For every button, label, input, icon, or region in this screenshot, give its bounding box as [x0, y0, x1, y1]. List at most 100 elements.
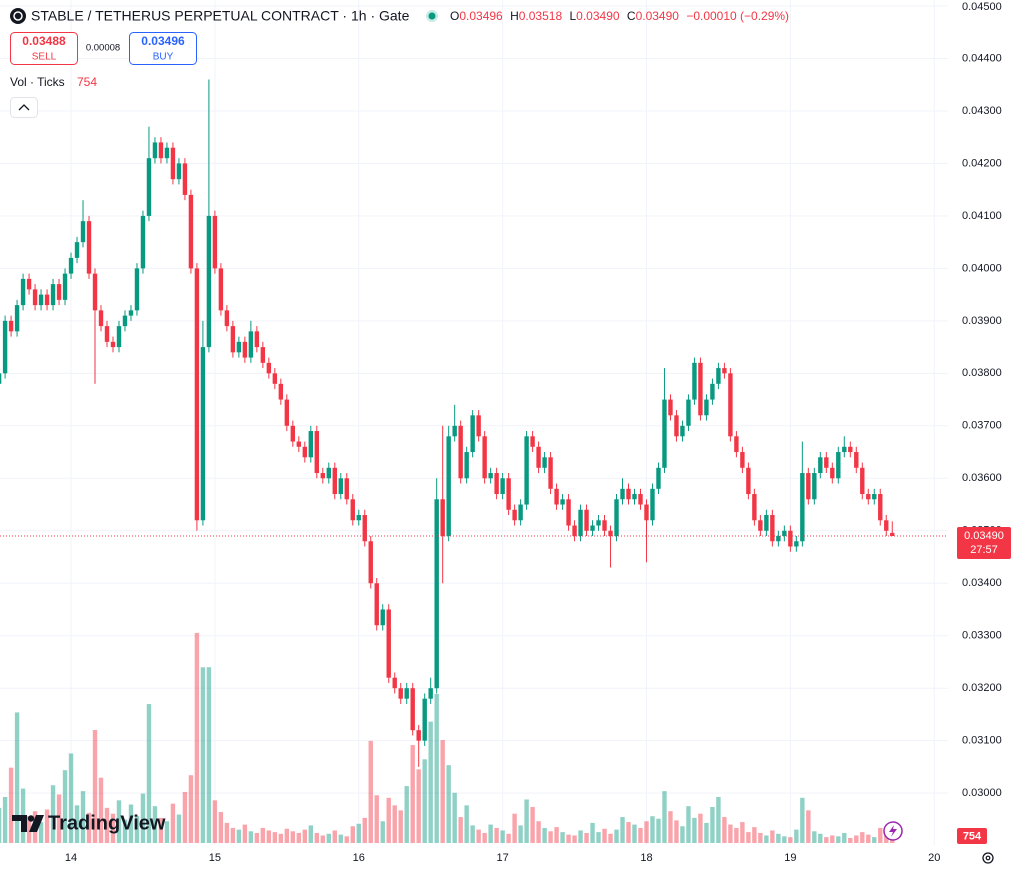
candle-body: [554, 488, 559, 505]
spread: 0.00008: [86, 43, 120, 54]
candle-body: [146, 158, 152, 216]
candle-body: [104, 326, 110, 342]
candle-body: [134, 268, 140, 311]
sell-button[interactable]: [10, 32, 78, 65]
candle-body: [170, 147, 176, 180]
y-tick-label: 0.04500: [962, 1, 1002, 13]
volume-bar: [824, 837, 829, 843]
candle-body: [230, 326, 236, 353]
x-tick-label: 17: [496, 852, 508, 864]
candle-body: [650, 488, 655, 521]
volume-bar: [284, 828, 290, 843]
candle-body: [362, 515, 367, 542]
x-tick-label: 15: [209, 852, 221, 864]
volume-bar: [344, 836, 349, 843]
candle-body: [248, 331, 254, 358]
volume-bar: [536, 821, 541, 843]
candle-body: [392, 677, 397, 689]
candle-body: [824, 457, 829, 468]
candle-body: [644, 504, 649, 521]
volume-bar: [488, 824, 493, 843]
y-tick-label: 0.03100: [962, 735, 1002, 747]
volume-bar: [62, 770, 68, 843]
candle-body: [836, 452, 841, 479]
volume-bar: [14, 712, 20, 843]
volume-bar: [596, 832, 601, 843]
candle-body: [728, 373, 733, 437]
ohlc-value: 0.03518: [519, 9, 563, 23]
candle-body: [50, 284, 56, 306]
volume-bar: [110, 813, 116, 843]
candle-body: [710, 383, 715, 400]
candle-body: [194, 268, 200, 521]
price-axis: 0.03000 0.03100 0.03200 0.03300 0.03400 0.035…: [65, 1, 1011, 864]
volume-bar: [314, 832, 319, 843]
candle-body: [0, 373, 2, 384]
volume-bar: [68, 753, 74, 843]
candle-body: [98, 310, 104, 327]
sell-label: SELL: [32, 52, 57, 63]
y-tick-label: 0.03000: [962, 787, 1002, 799]
volume-bar: [614, 829, 619, 843]
y-tick-label: 0.03200: [962, 682, 1002, 694]
volume-bar: [446, 765, 451, 843]
volume-bar: [794, 829, 799, 843]
candle-body: [602, 520, 607, 531]
candle-body: [308, 431, 314, 458]
candle-body: [626, 488, 631, 500]
candle-body: [698, 362, 703, 416]
symbol-title[interactable]: STABLE / TETHERUS PERPETUAL CONTRACT · 1…: [31, 8, 410, 24]
logo-mark: [12, 815, 27, 832]
volume-bar: [104, 807, 110, 843]
y-tick-label: 0.04300: [962, 105, 1002, 117]
volume-bar: [692, 817, 697, 843]
candle-body: [32, 289, 38, 306]
buy-button[interactable]: [129, 32, 197, 65]
volume-bar: [680, 826, 685, 843]
ohlc-label: L: [569, 9, 576, 23]
volume-bar: [134, 816, 140, 843]
settings-icon[interactable]: [982, 852, 994, 864]
volume-bar: [608, 833, 613, 843]
candle-body: [464, 452, 469, 479]
volume-bar: [86, 812, 92, 843]
volume-bar: [590, 822, 595, 843]
candle-body: [278, 383, 284, 400]
collapse-button[interactable]: [10, 97, 38, 118]
candle-body: [200, 347, 206, 521]
candle-body: [8, 320, 14, 332]
volume-bar: [740, 822, 745, 843]
volume-bar: [644, 821, 649, 843]
volume-bar: [578, 830, 583, 843]
candle-body: [842, 446, 847, 453]
candle-body: [506, 478, 511, 510]
volume-bar: [602, 828, 607, 843]
volume-bar: [182, 791, 188, 843]
candle-body: [512, 509, 517, 521]
alert-icon-bolt: [889, 825, 897, 837]
candle-body: [158, 142, 164, 159]
volume-bar: [722, 817, 727, 843]
volume-bar: [470, 825, 475, 843]
volume-bar: [758, 832, 763, 843]
ohlc-label: O: [450, 9, 459, 23]
y-tick-label: 0.03300: [962, 630, 1002, 642]
volume-bar: [842, 832, 847, 843]
volume-bar: [632, 824, 637, 843]
candle-body: [176, 163, 182, 180]
candle-body: [674, 415, 679, 437]
candle-body: [122, 315, 128, 327]
volume-bar: [524, 799, 529, 843]
candle-body: [524, 436, 529, 505]
volume-bar: [482, 832, 487, 843]
candle-body: [704, 399, 709, 416]
volume-bar: [806, 810, 811, 843]
volume-bar: [458, 817, 463, 843]
candle-body: [320, 473, 325, 479]
candle-body: [350, 499, 355, 521]
candle-body: [290, 425, 296, 442]
candle-body: [266, 362, 272, 374]
candle-body: [830, 467, 835, 479]
symbol-logo-mark: [13, 11, 23, 21]
candle-body: [56, 284, 62, 300]
